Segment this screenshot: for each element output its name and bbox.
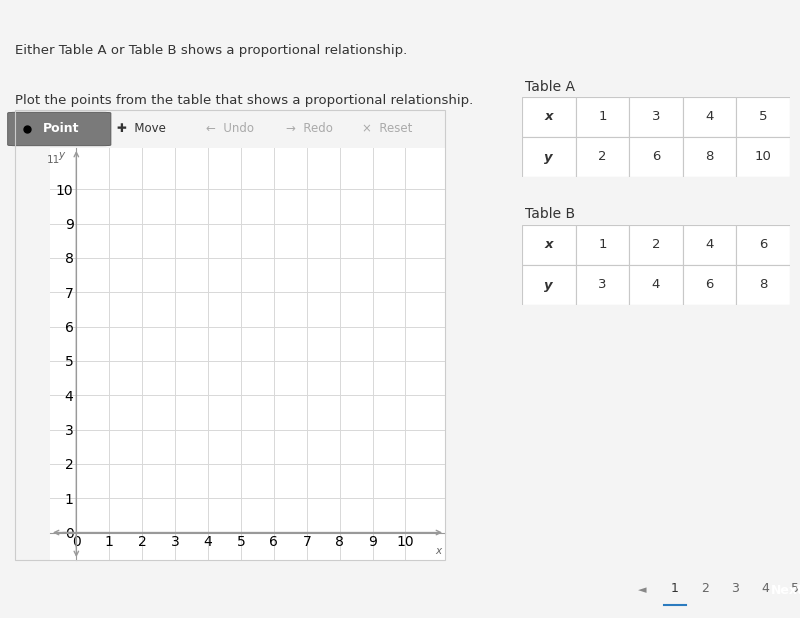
Text: Point: Point xyxy=(43,122,79,135)
Text: 3: 3 xyxy=(652,111,660,124)
Bar xyxy=(682,97,736,137)
Bar xyxy=(682,137,736,177)
Bar xyxy=(682,265,736,305)
Bar xyxy=(576,137,630,177)
Bar xyxy=(736,97,790,137)
Bar xyxy=(522,97,576,137)
Text: Next: Next xyxy=(771,583,800,596)
Bar xyxy=(736,265,790,305)
Bar xyxy=(522,225,576,265)
Text: ✚  Move: ✚ Move xyxy=(118,122,166,135)
Text: 4: 4 xyxy=(706,239,714,252)
Text: ◄: ◄ xyxy=(638,585,646,595)
Text: 8: 8 xyxy=(706,151,714,164)
Text: 2: 2 xyxy=(701,582,709,595)
Text: y: y xyxy=(545,279,553,292)
Bar xyxy=(736,225,790,265)
Text: 1: 1 xyxy=(598,111,606,124)
Bar xyxy=(576,225,630,265)
Text: 5: 5 xyxy=(791,582,799,595)
Text: ×  Reset: × Reset xyxy=(362,122,412,135)
Text: 1: 1 xyxy=(671,582,679,595)
Bar xyxy=(522,265,576,305)
Text: 8: 8 xyxy=(759,279,767,292)
Text: y: y xyxy=(545,151,553,164)
Bar xyxy=(630,137,683,177)
Text: Table B: Table B xyxy=(525,207,575,221)
Text: ←  Undo: ← Undo xyxy=(206,122,254,135)
Text: 10: 10 xyxy=(754,151,772,164)
Text: 2: 2 xyxy=(652,239,660,252)
Text: Plot the points from the table that shows a proportional relationship.: Plot the points from the table that show… xyxy=(15,94,474,107)
Text: 1: 1 xyxy=(598,239,606,252)
Text: 6: 6 xyxy=(652,151,660,164)
Text: 11: 11 xyxy=(46,155,60,165)
Text: x: x xyxy=(545,239,553,252)
Bar xyxy=(576,97,630,137)
Text: 4: 4 xyxy=(761,582,769,595)
Bar xyxy=(630,225,683,265)
Bar xyxy=(682,225,736,265)
Text: 6: 6 xyxy=(706,279,714,292)
Text: 4: 4 xyxy=(706,111,714,124)
Bar xyxy=(630,97,683,137)
Text: 3: 3 xyxy=(731,582,739,595)
Bar xyxy=(522,137,576,177)
Bar xyxy=(576,265,630,305)
Text: 5: 5 xyxy=(759,111,767,124)
Text: 3: 3 xyxy=(598,279,606,292)
Text: x: x xyxy=(435,546,442,556)
Text: 2: 2 xyxy=(598,151,606,164)
Text: Table A: Table A xyxy=(525,80,575,94)
Bar xyxy=(630,265,683,305)
Text: Either Table A or Table B shows a proportional relationship.: Either Table A or Table B shows a propor… xyxy=(15,44,407,57)
Text: 6: 6 xyxy=(759,239,767,252)
FancyBboxPatch shape xyxy=(8,112,111,146)
Bar xyxy=(736,137,790,177)
Text: y: y xyxy=(58,150,65,160)
Text: x: x xyxy=(545,111,553,124)
Text: 4: 4 xyxy=(652,279,660,292)
Text: →  Redo: → Redo xyxy=(286,122,333,135)
